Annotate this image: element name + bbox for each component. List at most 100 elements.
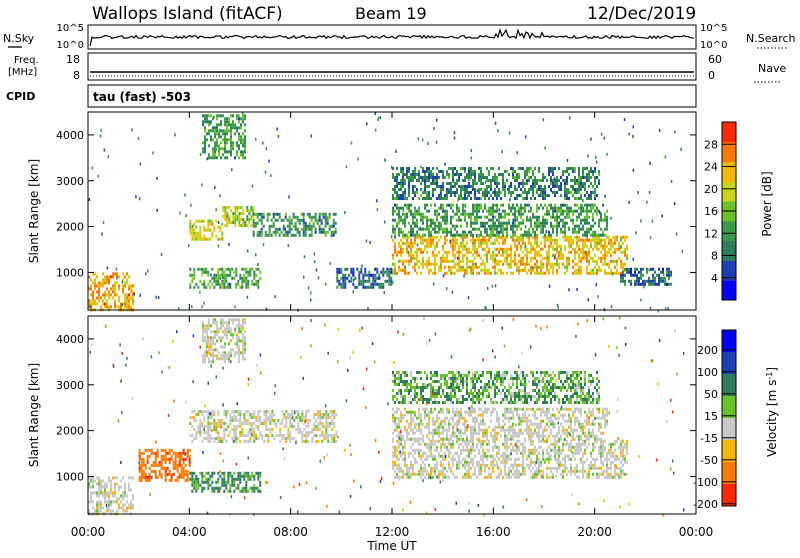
data-cell: [498, 231, 500, 234]
data-cell: [240, 123, 242, 126]
data-cell: [223, 271, 225, 274]
data-cell: [235, 478, 237, 481]
data-cell: [240, 150, 242, 153]
data-cell: [564, 266, 566, 269]
data-cell: [586, 260, 588, 263]
data-cell: [428, 185, 430, 188]
data-cell: [572, 188, 574, 191]
data-cell: [452, 440, 454, 443]
data-cell: [466, 176, 468, 179]
data-cell: [267, 216, 269, 219]
data-cell: [562, 173, 564, 176]
data-cell: [568, 191, 570, 194]
data-cell: [458, 461, 460, 464]
data-cell: [366, 280, 368, 283]
data-cell: [394, 251, 396, 254]
data-cell: [604, 234, 606, 237]
data-cell: [108, 503, 110, 506]
data-cell: [201, 475, 203, 478]
data-cell: [446, 251, 448, 254]
data-cell: [458, 194, 460, 197]
data-cell: [422, 170, 424, 173]
data-cell: [582, 242, 584, 245]
data-cell: [333, 219, 335, 222]
data-cell: [536, 473, 538, 476]
data-cell: [222, 215, 224, 218]
data-cell: [285, 437, 287, 440]
data-cell: [444, 216, 446, 219]
data-cell: [235, 416, 237, 419]
data-cell: [98, 293, 100, 296]
data-cell: [532, 476, 534, 479]
data-cell: [532, 257, 534, 260]
data-cell: [433, 283, 435, 286]
data-cell: [558, 254, 560, 257]
data-cell: [289, 222, 291, 225]
data-cell: [478, 473, 480, 476]
data-cell: [230, 144, 232, 147]
data-cell: [241, 283, 243, 286]
data-cell: [492, 285, 494, 288]
data-cell: [202, 120, 204, 123]
data-cell: [572, 231, 574, 234]
data-cell: [220, 345, 222, 348]
data-cell: [494, 464, 496, 467]
data-cell: [212, 138, 214, 141]
data-cell: [212, 351, 214, 354]
data-cell: [90, 491, 92, 494]
data-cell: [520, 204, 522, 207]
data-cell: [259, 490, 261, 493]
data-cell: [474, 239, 476, 242]
data-cell: [442, 197, 444, 200]
data-cell: [193, 416, 195, 419]
data-cell: [400, 194, 402, 197]
data-cell: [518, 225, 520, 228]
data-cell: [552, 263, 554, 266]
data-cell: [234, 351, 236, 354]
data-cell: [396, 254, 398, 257]
data-cell: [120, 479, 122, 482]
data-cell: [526, 464, 528, 467]
data-cell: [211, 235, 213, 238]
data-cell: [114, 500, 116, 503]
data-cell: [480, 443, 482, 446]
data-cell: [92, 299, 94, 302]
data-cell: [496, 461, 498, 464]
data-cell: [458, 467, 460, 470]
data-cell: [446, 173, 448, 176]
data-cell: [546, 476, 548, 479]
data-cell: [210, 345, 212, 348]
data-cell: [319, 410, 321, 413]
data-cell: [241, 434, 243, 437]
data-cell: [456, 263, 458, 266]
data-cell: [502, 173, 504, 176]
data-cell: [594, 239, 596, 242]
data-cell: [640, 268, 642, 271]
data-cell: [201, 440, 203, 443]
data-cell: [586, 216, 588, 219]
data-cell: [524, 197, 526, 200]
data-cell: [453, 180, 455, 183]
data-cell: [482, 210, 484, 213]
data-cell: [480, 176, 482, 179]
data-cell: [582, 173, 584, 176]
data-cell: [420, 473, 422, 476]
data-cell: [230, 132, 232, 135]
data-cell: [520, 213, 522, 216]
data-cell: [242, 150, 244, 153]
data-cell: [494, 458, 496, 461]
data-cell: [548, 213, 550, 216]
data-cell: [508, 455, 510, 458]
data-cell: [666, 283, 668, 286]
data-cell: [338, 283, 340, 286]
data-cell: [578, 197, 580, 200]
data-cell: [189, 416, 191, 419]
data-cell: [512, 234, 514, 237]
data-cell: [241, 280, 243, 283]
data-cell: [528, 176, 530, 179]
data-cell: [448, 173, 450, 176]
data-cell: [271, 419, 273, 422]
data-cell: [238, 114, 240, 117]
data-cell: [458, 464, 460, 467]
data-cell: [193, 428, 195, 431]
